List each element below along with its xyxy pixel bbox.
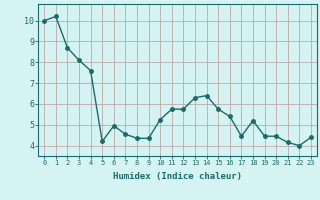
X-axis label: Humidex (Indice chaleur): Humidex (Indice chaleur) [113, 172, 242, 181]
